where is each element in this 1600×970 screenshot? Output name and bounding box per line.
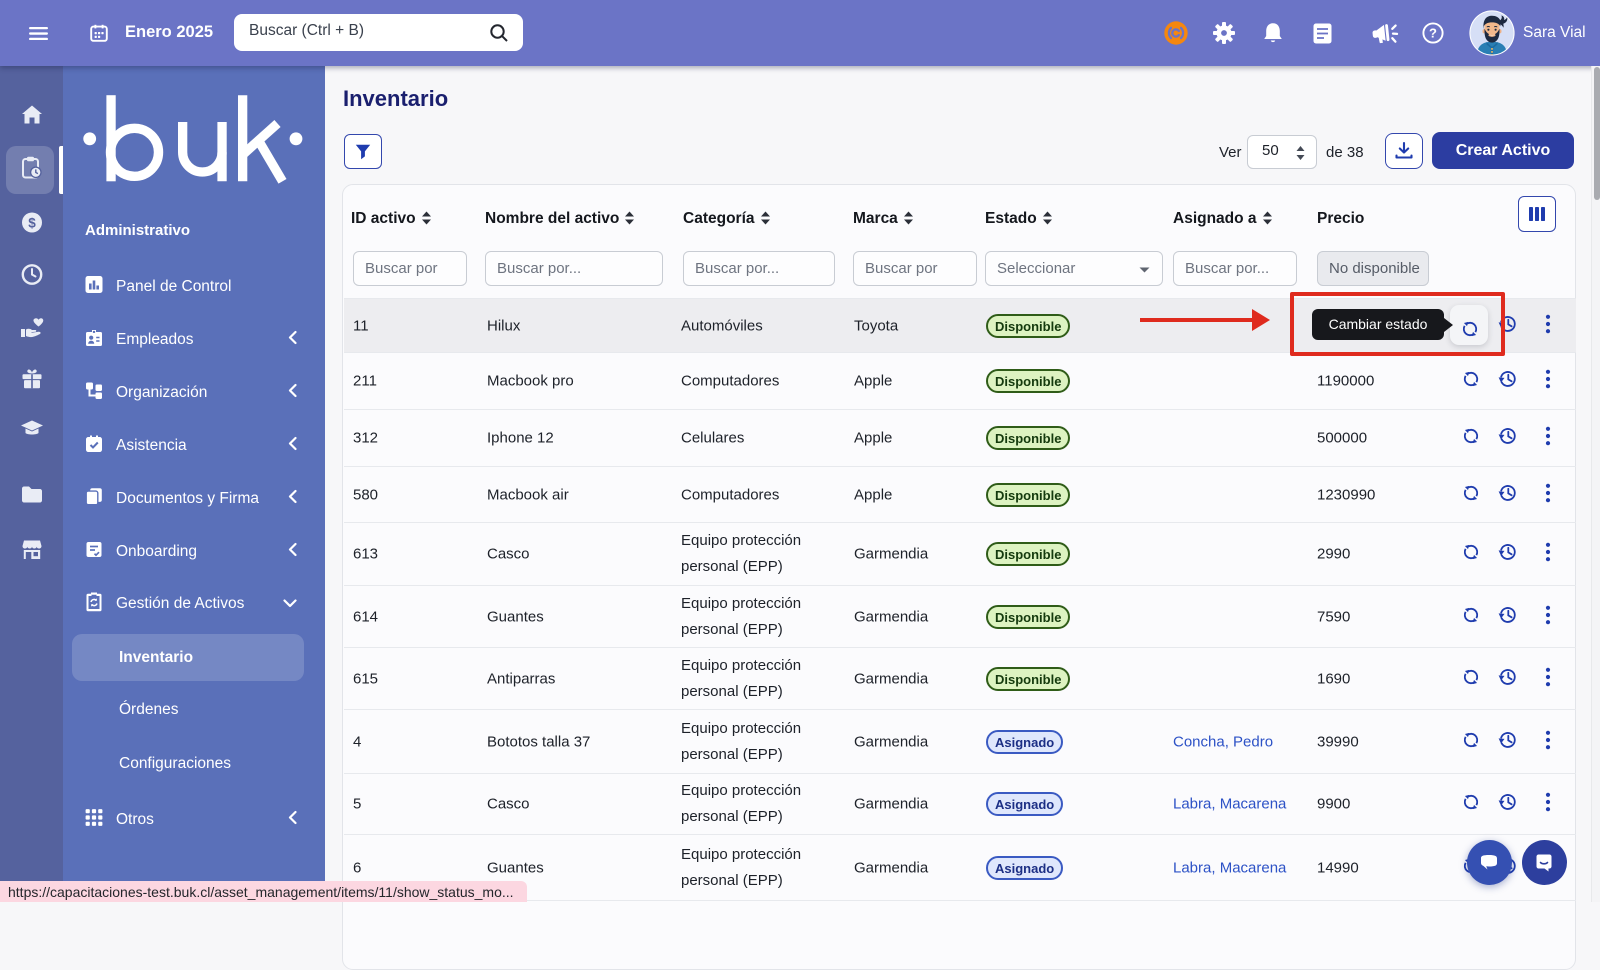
svg-text:?: ?	[1429, 26, 1437, 41]
svg-text:$: $	[28, 216, 36, 231]
